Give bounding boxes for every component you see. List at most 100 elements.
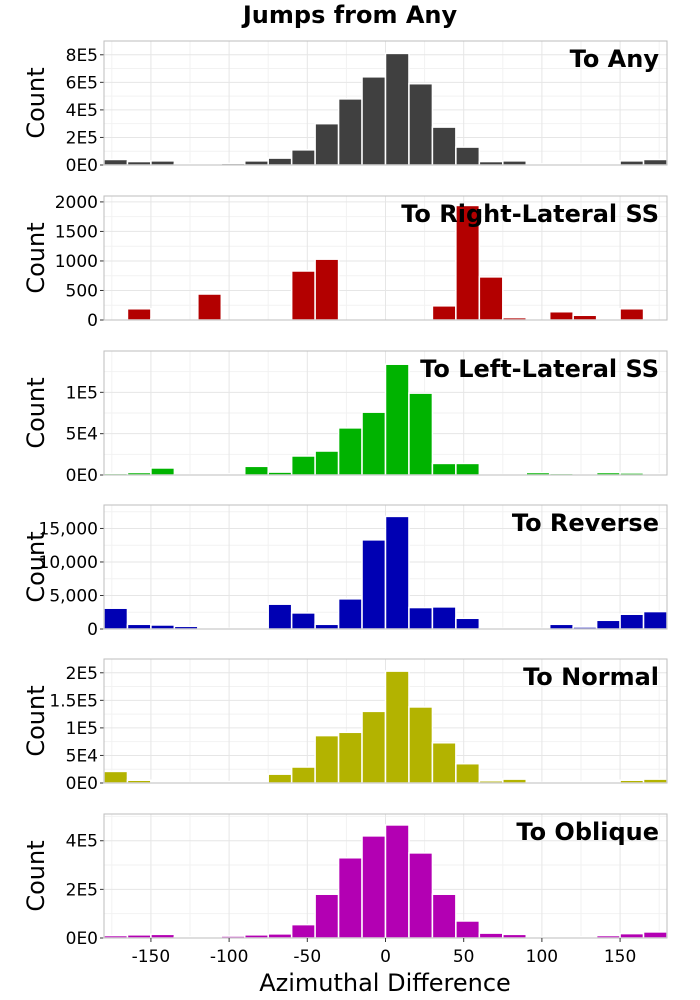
y-tick-label: 2E5 [66,664,98,684]
bar [267,933,293,939]
panel-title: To Left-Lateral SS [420,355,659,383]
bar [619,932,645,939]
y-tick-label: 2E5 [66,128,98,148]
panel-border [103,40,668,166]
y-tick-label: 2E5 [66,880,98,900]
y-axis-label: Count [22,67,50,138]
x-tick-label: -150 [132,947,171,967]
bar [103,158,129,166]
bar [337,98,363,166]
y-tick-label: 4E5 [66,832,98,852]
y-tick-label: 6E5 [66,73,98,93]
bar [290,612,316,630]
y-tick-label: 1000 [55,252,98,272]
y-tick-label: 1E5 [66,383,98,403]
bar [478,276,504,321]
bar [290,923,316,939]
bar [455,762,481,784]
y-axis-label: Count [22,377,50,448]
bar [337,857,363,939]
bar [150,624,176,630]
bar [478,160,504,166]
y-tick-label: 1500 [55,222,98,242]
panel-1: 0 500 1000 1500 2000 To Right-Lateral SS Count [22,193,668,331]
bar [548,623,574,630]
bar [267,773,293,784]
bar [431,742,457,784]
bar [642,158,668,166]
bar [431,305,457,321]
bar [431,462,457,476]
panel-border [103,658,668,784]
bar [455,146,481,166]
bar [361,539,387,630]
y-tick-label: 0E0 [66,156,98,176]
y-tick-label: 15,000 [39,519,98,539]
chart-title: Jumps from Any [241,1,458,29]
panel-3: 0 5,000 10,000 15,000 To Reverse Count [22,504,668,640]
panel-4: 0E0 5E4 1E5 1.5E5 2E5 To Normal Count [22,658,668,794]
bar [455,462,481,476]
y-tick-label: 1E5 [66,719,98,739]
panel-5: 0E0 2E5 4E5 To Oblique Count [22,813,668,949]
bar [314,122,340,166]
bar [502,160,527,166]
y-tick-label: 1.5E5 [49,691,98,711]
bar [290,149,316,166]
bar [337,731,363,784]
panel-title: To Normal [523,663,659,691]
bar [408,852,434,939]
bar [384,824,410,939]
y-axis-label: Count [22,685,50,756]
panels-group: 0E0 2E5 4E5 6E5 8E5 To Any Count 0 500 1000 1500 20… [22,40,668,949]
bar [337,427,363,476]
bar [244,465,269,476]
x-tick-label: 150 [604,947,636,967]
bar [361,76,387,166]
bar [502,778,527,784]
bar [642,931,668,939]
y-tick-label: 0 [87,311,98,331]
y-axis-label: Count [22,222,50,293]
bar [384,363,410,476]
bar [126,308,152,321]
panel-border [103,195,668,321]
y-tick-label: 4E5 [66,101,98,121]
bar [455,920,481,939]
panel-title: To Any [570,45,660,73]
y-axis-label: Count [22,840,50,911]
y-tick-label: 0 [87,620,98,640]
bar [431,126,457,166]
x-axis-label: Azimuthal Difference [259,969,511,997]
bar [290,455,316,476]
bar [361,710,387,784]
bar [197,293,223,321]
panel-title: To Right-Lateral SS [401,200,659,228]
y-tick-label: 10,000 [39,553,98,573]
x-tick-label: 50 [453,947,475,967]
bar [384,52,410,166]
bar [431,893,457,939]
y-tick-label: 500 [66,281,98,301]
y-tick-label: 8E5 [66,46,98,66]
y-tick-label: 5,000 [49,586,98,606]
y-tick-label: 5E4 [66,425,98,445]
y-tick-label: 5E4 [66,746,98,766]
bar [595,619,621,630]
bar [103,770,129,784]
bar [431,606,457,630]
bar [361,835,387,939]
x-axis: -150 -100 -50 0 50 100 150 [132,938,636,967]
bar [408,392,434,476]
bar [502,933,527,939]
bar [408,706,434,784]
bar [337,598,363,630]
bar [408,82,434,166]
bar [267,603,293,630]
bar [572,314,598,321]
y-tick-label: 2000 [55,193,98,213]
bar [384,670,410,784]
panel-title: To Oblique [516,818,659,846]
bar [455,617,481,630]
